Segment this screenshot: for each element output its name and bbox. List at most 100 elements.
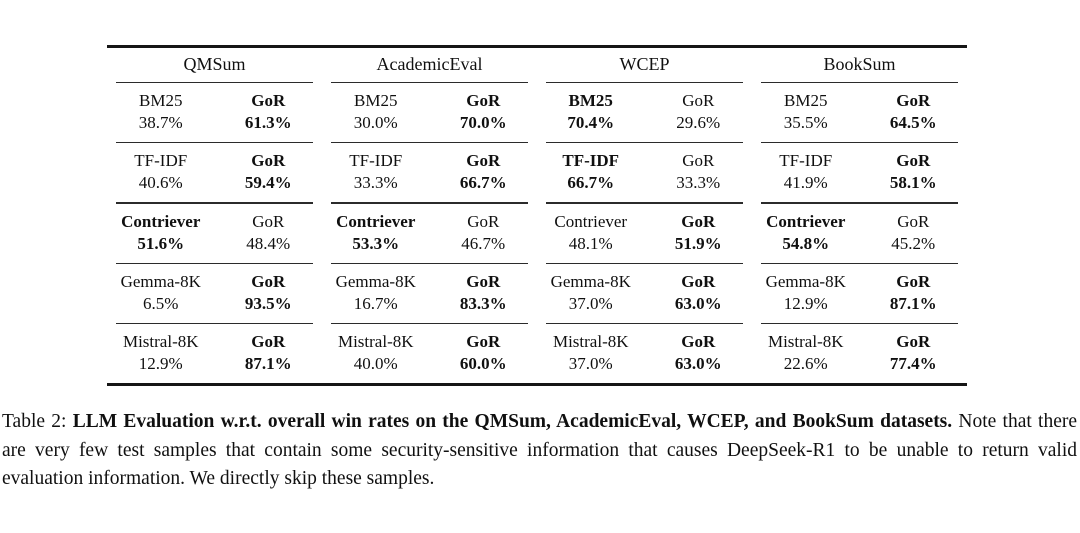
win-rate-value: 48.4% (246, 233, 291, 253)
group-header-wcep: WCEP (619, 53, 670, 74)
gor-cell: GoR 87.1% (860, 271, 968, 315)
row-separator (116, 323, 313, 325)
row-separator (761, 202, 958, 204)
gor-cell: GoR 63.0% (645, 271, 753, 315)
row-separator (116, 262, 313, 265)
gor-cell: GoR 77.4% (860, 331, 968, 375)
gor-label: GoR (897, 211, 930, 231)
gor-cell: GoR 45.2% (860, 211, 968, 255)
table-row: TF-IDF 40.6% GoR 59.4% TF-IDF 33.3% GoR 66.7% TF… (107, 143, 967, 202)
row-separator (116, 141, 313, 144)
win-rate-value: 70.4% (567, 112, 615, 132)
win-rate-value: 63.0% (674, 294, 722, 314)
gor-label: GoR (896, 332, 931, 352)
row-separator (546, 202, 743, 204)
group-header-row: QMSum AcademicEval WCEP BookSum (107, 48, 967, 82)
method-cell: Gemma-8K 6.5% (107, 271, 215, 315)
table-row: BM25 38.7% GoR 61.3% BM25 30.0% GoR 70.0% BM25 70… (107, 83, 967, 142)
method-name: BM25 (784, 90, 828, 110)
win-rate-value: 16.7% (353, 294, 398, 314)
win-rate-value: 63.0% (674, 354, 722, 374)
method-name: BM25 (568, 90, 613, 110)
method-cell: Mistral-8K 12.9% (107, 331, 215, 375)
win-rate-value: 37.0% (568, 354, 613, 374)
group-header-qmsum: QMSum (183, 53, 246, 74)
win-rate-value: 70.0% (459, 112, 507, 132)
gor-cell: GoR 60.0% (430, 331, 538, 375)
method-name: Mistral-8K (122, 332, 199, 352)
method-name: Gemma-8K (335, 272, 416, 292)
method-name: TF-IDF (779, 151, 833, 171)
method-name: Mistral-8K (767, 332, 844, 352)
dataset-pair: Mistral-8K 22.6% GoR 77.4% (752, 331, 967, 375)
gor-label: GoR (251, 90, 286, 110)
win-rate-value: 33.3% (353, 173, 398, 193)
gor-label: GoR (896, 151, 931, 171)
table-top-rule (107, 45, 967, 48)
win-rate-value: 41.9% (783, 173, 828, 193)
dataset-pair: Mistral-8K 37.0% GoR 63.0% (537, 331, 752, 375)
method-cell: BM25 70.4% (537, 90, 645, 134)
method-name: Contriever (554, 211, 628, 231)
method-cell: Contriever 54.8% (752, 211, 860, 255)
row-separator-row (107, 202, 967, 204)
win-rate-value: 33.3% (676, 173, 721, 193)
win-rate-value: 22.6% (783, 354, 828, 374)
win-rate-value: 58.1% (889, 173, 937, 193)
gor-cell: GoR 93.5% (215, 271, 323, 315)
win-rate-value: 54.8% (782, 233, 830, 253)
method-cell: Gemma-8K 37.0% (537, 271, 645, 315)
group-header-rule-row (107, 81, 967, 83)
dataset-pair: TF-IDF 33.3% GoR 66.7% (322, 150, 537, 194)
row-separator-row (107, 141, 967, 144)
win-rate-value: 48.1% (568, 233, 613, 253)
gor-cell: GoR 46.7% (430, 211, 538, 255)
row-separator (331, 141, 528, 144)
method-cell: Contriever 48.1% (537, 211, 645, 255)
caption-note-text: Note that there are very few test sample… (2, 411, 1077, 489)
method-name: Mistral-8K (337, 332, 414, 352)
row-separator (761, 141, 958, 144)
win-rate-value: 30.0% (353, 112, 398, 132)
method-name: Mistral-8K (552, 332, 629, 352)
method-name: BM25 (139, 90, 183, 110)
method-name: BM25 (354, 90, 398, 110)
method-cell: Gemma-8K 16.7% (322, 271, 430, 315)
gor-cell: GoR 33.3% (645, 150, 753, 194)
win-rate-value: 12.9% (783, 294, 828, 314)
gor-label: GoR (682, 90, 715, 110)
method-cell: Contriever 51.6% (107, 211, 215, 255)
method-cell: TF-IDF 41.9% (752, 150, 860, 194)
win-rate-value: 38.7% (138, 112, 183, 132)
win-rate-value: 53.3% (352, 233, 400, 253)
caption-table-number: Table 2: (2, 411, 73, 432)
win-rate-value: 87.1% (244, 354, 292, 374)
dataset-pair: Gemma-8K 16.7% GoR 83.3% (322, 271, 537, 315)
method-cell: Gemma-8K 12.9% (752, 271, 860, 315)
dataset-pair: Contriever 53.3% GoR 46.7% (322, 211, 537, 255)
method-cell: Mistral-8K 22.6% (752, 331, 860, 375)
gor-label: GoR (682, 151, 715, 171)
win-rate-value: 87.1% (889, 294, 937, 314)
gor-cell: GoR 83.3% (430, 271, 538, 315)
dataset-pair: TF-IDF 66.7% GoR 33.3% (537, 150, 752, 194)
gor-label: GoR (466, 90, 501, 110)
table-caption: Table 2: LLM Evaluation w.r.t. overall w… (0, 408, 1080, 494)
gor-cell: GoR 29.6% (645, 90, 753, 134)
table-row: Gemma-8K 6.5% GoR 93.5% Gemma-8K 16.7% GoR 83.3… (107, 264, 967, 323)
win-rate-value: 29.6% (676, 112, 721, 132)
row-separator-row (107, 262, 967, 265)
table-row: Contriever 51.6% GoR 48.4% Contriever 53.3% Go… (107, 204, 967, 263)
dataset-pair: BM25 35.5% GoR 64.5% (752, 90, 967, 134)
gor-label: GoR (681, 332, 716, 352)
method-name: TF-IDF (134, 151, 188, 171)
gor-label: GoR (251, 272, 286, 292)
gor-label: GoR (896, 272, 931, 292)
table-row: Mistral-8K 12.9% GoR 87.1% Mistral-8K 40.0% Go… (107, 324, 967, 383)
win-rate-value: 46.7% (461, 233, 506, 253)
method-cell: TF-IDF 66.7% (537, 150, 645, 194)
gor-label: GoR (466, 151, 501, 171)
group-header-rule (761, 81, 958, 83)
dataset-pair: Gemma-8K 12.9% GoR 87.1% (752, 271, 967, 315)
gor-cell: GoR 61.3% (215, 90, 323, 134)
